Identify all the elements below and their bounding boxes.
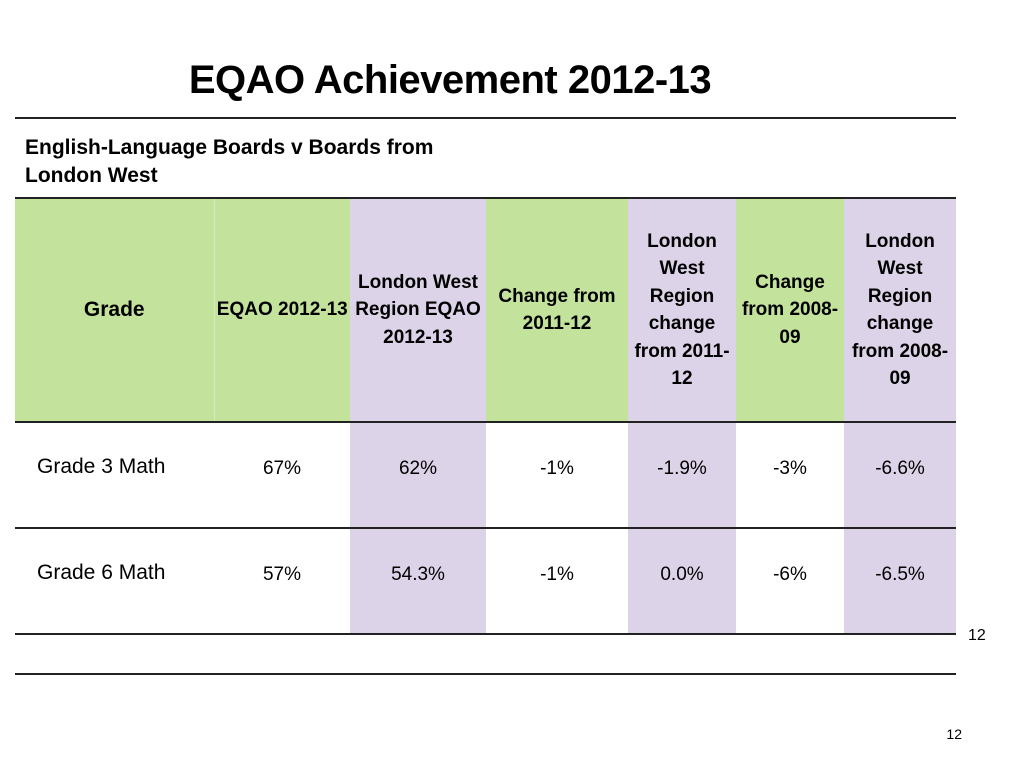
header-row: Grade EQAO 2012-13 London West Region EQ… xyxy=(15,198,957,423)
column-header-change-2008: Change from 2008-09 xyxy=(736,198,844,423)
cell-value: 67% xyxy=(262,458,302,479)
cell-value: 0.0% xyxy=(660,564,704,585)
table-caption: English-Language Boards v Boards from Lo… xyxy=(25,136,434,187)
achievement-table: English-Language Boards v Boards from Lo… xyxy=(15,117,957,675)
column-header-lwr-change-2008: London West Region change from 2008-09 xyxy=(844,198,957,423)
cell-value: -6.5% xyxy=(875,564,925,585)
table-row: Grade 6 Math 57% 54.3% -1% 0.0% -6% -6.5… xyxy=(15,528,957,635)
column-header-lwr-change-2011: London West Region change from 2011-12 xyxy=(628,198,736,423)
cell-value: 62% xyxy=(398,458,438,479)
empty-footer-row xyxy=(15,634,957,675)
cell-value: -6.6% xyxy=(875,458,925,479)
table-cell: 57% xyxy=(214,528,350,635)
row-label: Grade 3 Math xyxy=(15,422,214,529)
table-cell: 67% xyxy=(214,422,350,529)
cell-value: -1% xyxy=(540,564,574,585)
table-cell: -6.5% xyxy=(844,528,957,635)
table-cell: -3% xyxy=(736,422,844,529)
column-header-change-2011: Change from 2011-12 xyxy=(486,198,628,423)
cell-value: -1.9% xyxy=(657,458,707,479)
caption-row: English-Language Boards v Boards from Lo… xyxy=(15,117,957,199)
slide-number: 12 xyxy=(946,726,962,742)
table-row: Grade 3 Math 67% 62% -1% -1.9% -3% -6.6% xyxy=(15,422,957,529)
column-header-eqao: EQAO 2012-13 xyxy=(213,198,350,423)
cell-value: Grade 3 Math xyxy=(37,455,166,478)
table-cell: -1% xyxy=(486,528,628,635)
table-cell: -1.9% xyxy=(628,422,736,529)
cell-value: -1% xyxy=(540,458,574,479)
table-cell: -1% xyxy=(486,422,628,529)
column-header-grade: Grade xyxy=(15,198,214,423)
cell-value: 54.3% xyxy=(391,564,445,585)
cell-value: Grade 6 Math xyxy=(37,561,166,584)
table-cell: -6.6% xyxy=(844,422,957,529)
cell-value: -3% xyxy=(773,458,807,479)
side-page-number: 12 xyxy=(968,627,986,644)
column-header-lwr-eqao: London West Region EQAO 2012-13 xyxy=(350,198,486,423)
row-label: Grade 6 Math xyxy=(15,528,214,635)
slide-title: EQAO Achievement 2012-13 xyxy=(188,58,712,102)
table-cell: -6% xyxy=(736,528,844,635)
table-cell: 54.3% xyxy=(350,528,486,635)
table-cell: 62% xyxy=(350,422,486,529)
cell-value: -6% xyxy=(773,564,807,585)
cell-value: 57% xyxy=(262,564,302,585)
table-cell: 0.0% xyxy=(628,528,736,635)
